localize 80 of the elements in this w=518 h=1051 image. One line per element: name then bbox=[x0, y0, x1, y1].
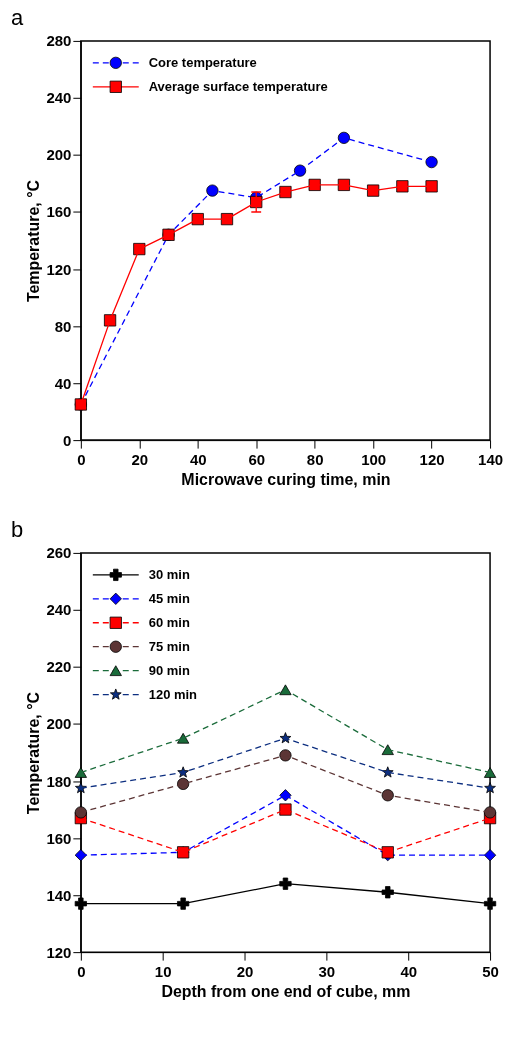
x-tick-label: 120 bbox=[419, 450, 445, 468]
y-tick-label: 0 bbox=[63, 431, 72, 449]
y-tick-label: 160 bbox=[46, 829, 72, 847]
x-tick-label: 40 bbox=[189, 450, 207, 468]
y-tick-label: 80 bbox=[54, 317, 72, 335]
x-tick-label: 0 bbox=[77, 450, 86, 468]
point bbox=[279, 185, 292, 199]
x-tick-label: 60 bbox=[248, 450, 266, 468]
x-tick-label: 20 bbox=[236, 962, 254, 980]
point bbox=[279, 749, 292, 762]
point bbox=[308, 178, 321, 191]
y-tick-label: 140 bbox=[46, 886, 72, 904]
point bbox=[381, 744, 394, 755]
y-tick-label: 220 bbox=[46, 658, 72, 676]
y-tick-label: 120 bbox=[46, 260, 72, 278]
point bbox=[177, 766, 189, 778]
point bbox=[425, 180, 438, 193]
point bbox=[425, 156, 438, 169]
point bbox=[191, 213, 204, 226]
x-tick-label: 20 bbox=[131, 450, 149, 468]
point bbox=[279, 789, 292, 802]
point bbox=[279, 877, 292, 890]
point bbox=[206, 184, 219, 197]
x-tick-label: 10 bbox=[154, 962, 172, 980]
point bbox=[367, 184, 380, 197]
legend-label: Core temperature bbox=[148, 54, 257, 70]
point bbox=[279, 684, 292, 696]
point bbox=[381, 766, 394, 778]
y-tick-label: 180 bbox=[46, 772, 72, 790]
point bbox=[177, 732, 190, 744]
y-tick-label: 260 bbox=[46, 544, 72, 562]
y-axis-title: Temperature, °C bbox=[25, 691, 43, 815]
point bbox=[483, 849, 497, 862]
chart-title: a bbox=[10, 4, 24, 30]
point bbox=[279, 803, 292, 816]
y-tick-label: 160 bbox=[46, 203, 72, 221]
point bbox=[396, 180, 409, 193]
point bbox=[381, 886, 394, 899]
y-tick-label: 40 bbox=[54, 374, 72, 392]
legend-label: 30 min bbox=[148, 566, 190, 582]
point bbox=[133, 242, 146, 256]
point bbox=[484, 782, 496, 794]
legend-label: 45 min bbox=[148, 590, 190, 606]
y-tick-label: 120 bbox=[46, 943, 72, 961]
point bbox=[74, 849, 87, 862]
point bbox=[483, 897, 497, 910]
x-tick-label: 140 bbox=[478, 450, 504, 468]
point bbox=[177, 897, 190, 910]
legend-label: 75 min bbox=[148, 638, 190, 654]
x-tick-label: 100 bbox=[361, 450, 387, 468]
point bbox=[74, 806, 87, 819]
x-axis-title: Microwave curing time, min bbox=[181, 470, 391, 488]
y-tick-label: 200 bbox=[46, 715, 72, 733]
legend-label: 120 min bbox=[148, 686, 198, 702]
point bbox=[279, 732, 292, 744]
point bbox=[483, 806, 497, 819]
point bbox=[483, 767, 497, 778]
point bbox=[337, 131, 350, 144]
legend-label: 90 min bbox=[148, 662, 190, 678]
y-tick-label: 240 bbox=[46, 601, 72, 619]
chart-title: b bbox=[10, 516, 24, 542]
legend-label: 60 min bbox=[148, 614, 190, 630]
point bbox=[74, 897, 87, 910]
point bbox=[103, 314, 117, 327]
point bbox=[177, 777, 190, 790]
y-tick-label: 280 bbox=[46, 32, 72, 50]
x-tick-label: 30 bbox=[318, 962, 336, 980]
x-axis-title: Depth from one end of cube, mm bbox=[161, 982, 411, 1000]
point bbox=[75, 782, 87, 794]
point bbox=[74, 767, 87, 778]
x-tick-label: 50 bbox=[482, 962, 499, 980]
point bbox=[293, 164, 307, 177]
y-tick-label: 200 bbox=[46, 146, 72, 164]
y-tick-label: 240 bbox=[46, 89, 72, 107]
x-tick-label: 40 bbox=[400, 962, 418, 980]
legend-label: Average surface temperature bbox=[148, 78, 328, 94]
y-axis-title: Temperature, °C bbox=[25, 179, 43, 303]
x-tick-label: 80 bbox=[306, 450, 324, 468]
point bbox=[381, 789, 394, 802]
x-tick-label: 0 bbox=[77, 962, 86, 980]
